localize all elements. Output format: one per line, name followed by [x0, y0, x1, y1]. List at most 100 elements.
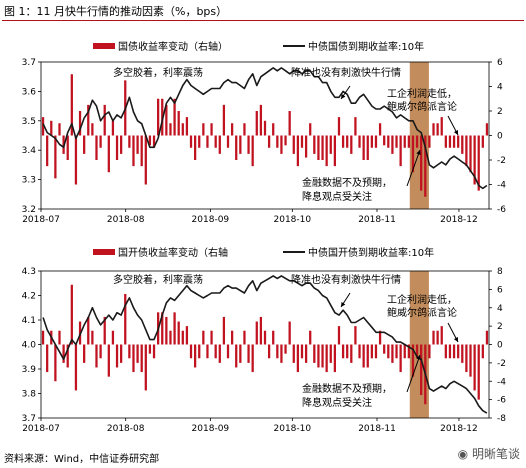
- bar: [222, 104, 226, 136]
- bar: [387, 344, 390, 359]
- bar: [99, 135, 102, 148]
- bar: [263, 120, 267, 136]
- bar: [70, 284, 73, 345]
- bar: [457, 344, 460, 359]
- right-tick-label: 0: [497, 132, 503, 142]
- yield-line: [42, 67, 488, 190]
- bar: [309, 330, 312, 345]
- bar: [132, 135, 135, 167]
- bar: [313, 135, 316, 154]
- annotation-arrowhead: [453, 130, 458, 135]
- bar: [420, 344, 423, 396]
- right-tick-label: -4: [497, 181, 506, 191]
- bar: [247, 344, 250, 363]
- bar: [403, 135, 406, 148]
- bar: [41, 330, 45, 345]
- bar: [103, 104, 106, 136]
- bar: [218, 135, 221, 154]
- bar: [46, 135, 49, 167]
- yield-line: [42, 275, 488, 414]
- bar: [202, 123, 205, 136]
- bar: [235, 344, 238, 368]
- title-divider: [2, 20, 524, 21]
- bar: [321, 344, 324, 368]
- bar: [115, 344, 119, 368]
- annotation: 鲍威尔鸽派言论: [387, 100, 457, 113]
- bar: [263, 330, 267, 345]
- bar: [420, 135, 423, 191]
- bar: [83, 135, 86, 154]
- left-tick-label: 3.7: [22, 414, 36, 424]
- bar: [74, 135, 78, 185]
- bar: [169, 330, 172, 345]
- annotation: 多空胶着，利率震荡: [113, 66, 203, 79]
- bar: [111, 330, 115, 345]
- bar: [239, 344, 242, 363]
- right-tick-label: -8: [497, 414, 506, 424]
- right-tick-label: 4: [497, 304, 503, 314]
- bar: [411, 135, 415, 173]
- bar: [144, 344, 147, 391]
- bar: [292, 344, 295, 363]
- bar: [276, 344, 279, 359]
- bar: [50, 120, 53, 136]
- left-tick-label: 3.9: [22, 365, 37, 375]
- bar: [403, 344, 406, 359]
- x-tick-label: 2018-08: [107, 215, 145, 225]
- bar: [255, 111, 258, 136]
- bar: [251, 135, 254, 167]
- legend-bar-swatch: [93, 43, 115, 49]
- left-tick-label: 3.6: [22, 87, 37, 97]
- bar: [391, 344, 394, 363]
- shaded-period: [409, 62, 429, 209]
- bar: [193, 135, 197, 160]
- bar: [222, 316, 226, 345]
- bar: [366, 135, 369, 160]
- bar: [152, 135, 156, 148]
- annotation: 金融数据不及预期，: [302, 382, 392, 395]
- bar: [120, 344, 123, 363]
- legend-bar-label: 国债收益率变动（右轴）: [118, 40, 228, 53]
- bar: [78, 111, 82, 136]
- bar: [477, 135, 480, 191]
- annotation-arrowhead: [341, 302, 346, 307]
- bar: [329, 135, 332, 154]
- bar: [317, 135, 320, 160]
- bar: [325, 344, 328, 373]
- bar: [251, 344, 254, 373]
- bar: [304, 135, 308, 158]
- bar: [333, 135, 337, 167]
- bar: [465, 344, 468, 373]
- annotation: 降息观点受关注: [302, 190, 372, 203]
- bar: [87, 316, 90, 345]
- annotation: 鲍威尔鸽派言论: [387, 306, 457, 319]
- bar: [415, 344, 419, 359]
- bar: [247, 135, 250, 154]
- bar: [288, 321, 291, 345]
- bar: [140, 135, 143, 167]
- bar: [313, 344, 316, 363]
- bar: [152, 344, 156, 359]
- bar: [185, 117, 189, 136]
- annotation: 降准也没有刺激快牛行情: [291, 66, 401, 79]
- bar: [358, 344, 361, 359]
- bar: [448, 344, 452, 359]
- bar: [432, 123, 435, 136]
- left-tick-label: 3.2: [22, 205, 36, 215]
- bar: [165, 316, 168, 345]
- bar: [226, 135, 230, 148]
- bar: [407, 344, 410, 359]
- annotation-arrow: [406, 149, 421, 187]
- legend-line-label: 中债国开债到期收益率:10年: [308, 246, 434, 259]
- figure-title: 图 1：11 月快牛行情的推动因素（%，bps）: [4, 5, 228, 18]
- bar: [157, 98, 160, 136]
- bar: [399, 344, 402, 373]
- bar: [444, 135, 447, 148]
- left-tick-label: 4.2: [22, 292, 36, 302]
- bar: [58, 123, 61, 136]
- bar: [128, 344, 131, 359]
- bar: [280, 135, 283, 154]
- bar: [477, 344, 480, 400]
